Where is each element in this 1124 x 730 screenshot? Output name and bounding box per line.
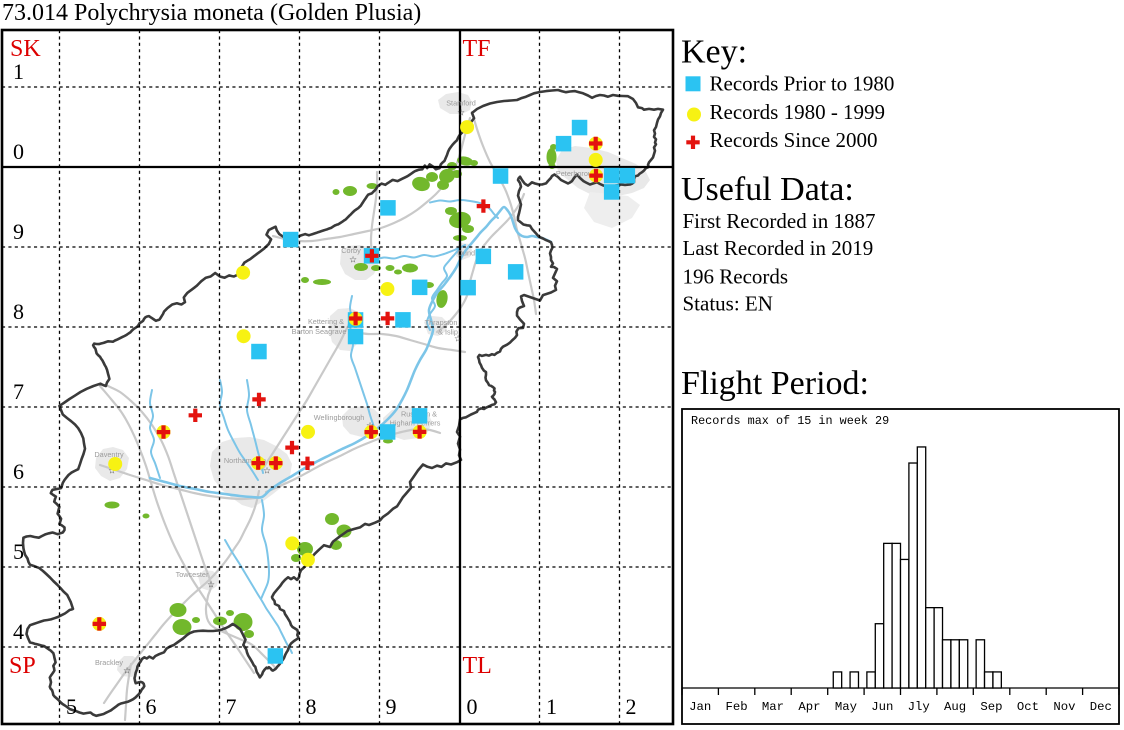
svg-text:Thrapston: Thrapston (425, 318, 458, 327)
svg-text:Sep: Sep (980, 700, 1002, 714)
svg-text:☆: ☆ (108, 466, 116, 476)
svg-text:196 Records: 196 Records (683, 264, 789, 288)
svg-text:7: 7 (226, 694, 237, 719)
svg-text:Feb: Feb (726, 700, 748, 714)
svg-text:Daventry: Daventry (94, 450, 124, 459)
svg-text:TL: TL (463, 653, 492, 679)
svg-text:Brackley: Brackley (95, 658, 123, 667)
svg-text:First Recorded in 1887: First Recorded in 1887 (683, 209, 876, 233)
svg-text:8: 8 (306, 694, 317, 719)
svg-text:Corby: Corby (341, 246, 361, 255)
svg-text:Barton Seagrave: Barton Seagrave (292, 327, 347, 336)
svg-text:0: 0 (467, 694, 478, 719)
svg-text:☆: ☆ (207, 580, 215, 590)
svg-text:Towcester: Towcester (176, 570, 209, 579)
svg-text:1: 1 (13, 59, 24, 84)
svg-text:& Islip: & Islip (438, 328, 458, 337)
svg-text:5: 5 (13, 539, 24, 564)
svg-text:4: 4 (13, 619, 24, 644)
svg-text:Apr: Apr (798, 700, 820, 714)
svg-text:SK: SK (10, 36, 41, 62)
svg-text:8: 8 (13, 299, 24, 324)
svg-text:Useful Data:: Useful Data: (681, 171, 854, 208)
svg-text:May: May (835, 700, 857, 714)
svg-text:☆: ☆ (454, 334, 462, 344)
svg-text:Mar: Mar (762, 700, 784, 714)
svg-text:9: 9 (13, 219, 24, 244)
svg-text:Aug: Aug (944, 700, 966, 714)
svg-text:Records max of 15 in week 29: Records max of 15 in week 29 (691, 414, 889, 428)
svg-text:Jun: Jun (871, 700, 893, 714)
svg-text:Key:: Key: (681, 33, 747, 70)
svg-text:Flight Period:: Flight Period: (681, 365, 869, 402)
svg-text:TF: TF (463, 36, 491, 62)
svg-text:Wellingborough: Wellingborough (314, 413, 365, 422)
svg-text:Peterborough: Peterborough (556, 169, 600, 178)
svg-text:6: 6 (13, 459, 24, 484)
svg-text:73.014 Polychrysia moneta (Gol: 73.014 Polychrysia moneta (Golden Plusia… (2, 0, 421, 26)
svg-text:1: 1 (546, 694, 557, 719)
svg-text:Last Recorded in 2019: Last Recorded in 2019 (683, 236, 874, 260)
svg-text:9: 9 (386, 694, 397, 719)
svg-text:☆: ☆ (263, 466, 271, 476)
svg-text:☆: ☆ (123, 666, 131, 676)
svg-text:Jly: Jly (908, 700, 930, 714)
svg-text:Records 1980 - 1999: Records 1980 - 1999 (710, 100, 886, 124)
svg-text:☆: ☆ (349, 255, 357, 265)
svg-text:☆: ☆ (457, 108, 465, 118)
svg-text:6: 6 (146, 694, 157, 719)
svg-text:Dec: Dec (1090, 700, 1112, 714)
svg-text:Oct: Oct (1017, 700, 1039, 714)
svg-text:0: 0 (13, 139, 24, 164)
svg-text:Records Since 2000: Records Since 2000 (710, 128, 878, 152)
svg-text:SP: SP (9, 653, 36, 679)
svg-text:Northampton: Northampton (224, 456, 266, 465)
svg-text:Kettering &: Kettering & (308, 317, 344, 326)
svg-text:Records Prior to 1980: Records Prior to 1980 (710, 72, 895, 96)
svg-text:Status: EN: Status: EN (683, 291, 773, 315)
svg-text:Nov: Nov (1053, 700, 1075, 714)
svg-text:5: 5 (66, 694, 77, 719)
svg-text:Oundle: Oundle (457, 249, 481, 258)
svg-text:Stamford: Stamford (446, 99, 476, 108)
svg-text:7: 7 (13, 379, 24, 404)
svg-text:2: 2 (626, 694, 637, 719)
svg-text:Jan: Jan (689, 700, 711, 714)
